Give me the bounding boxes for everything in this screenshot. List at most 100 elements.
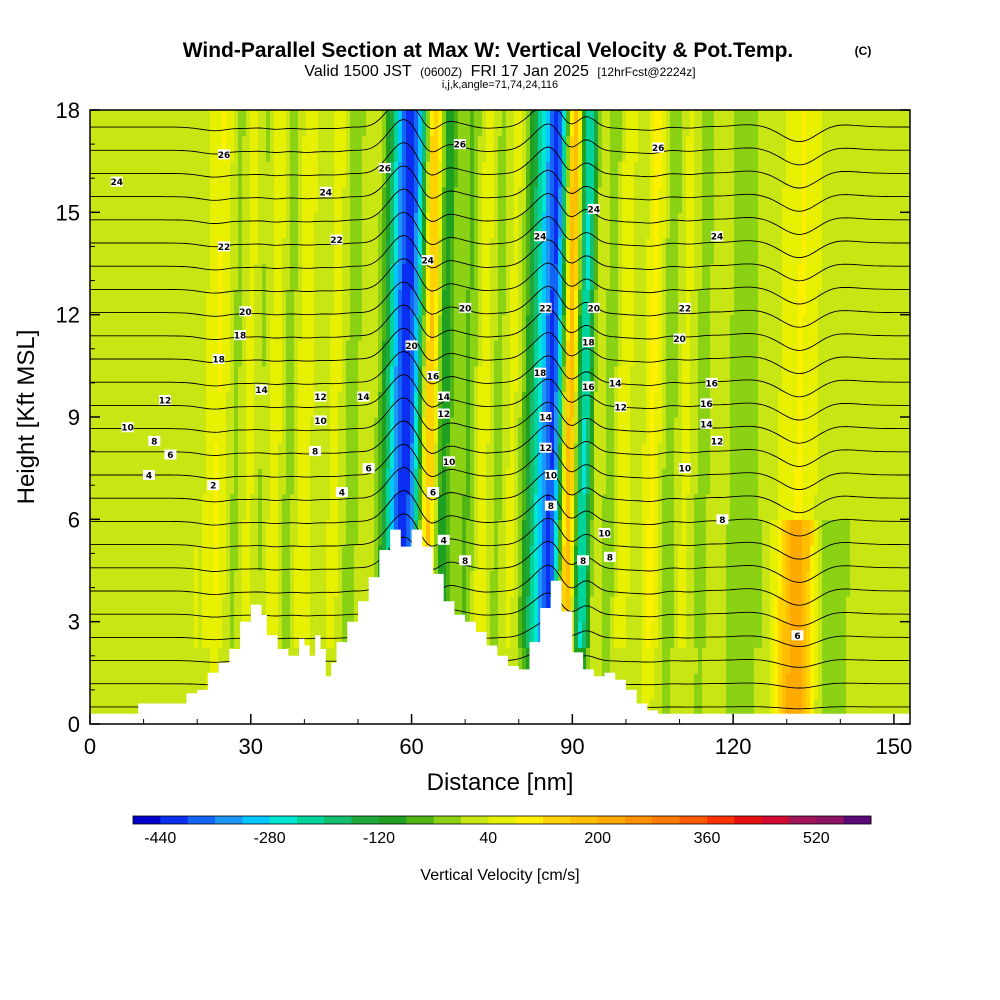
w-cell — [718, 110, 723, 137]
w-cell — [166, 672, 171, 700]
w-cell — [226, 596, 231, 623]
w-cell — [702, 468, 707, 495]
w-cell — [682, 621, 687, 648]
w-cell — [210, 544, 215, 572]
w-cell — [894, 110, 899, 137]
w-cell — [454, 110, 459, 137]
w-cell — [782, 212, 787, 239]
w-cell — [470, 442, 475, 469]
w-cell — [114, 212, 119, 239]
w-cell — [782, 647, 787, 674]
w-cell — [286, 263, 291, 290]
w-cell — [774, 340, 779, 367]
w-cell — [146, 340, 151, 367]
w-cell — [106, 263, 111, 290]
w-cell — [438, 161, 443, 188]
w-cell — [862, 340, 867, 367]
w-cell — [266, 544, 271, 572]
w-cell — [102, 161, 107, 188]
w-cell — [870, 340, 875, 367]
w-cell — [838, 110, 843, 137]
w-cell — [334, 237, 339, 265]
w-cell — [538, 289, 543, 316]
w-cell — [114, 135, 119, 162]
w-cell — [194, 442, 199, 469]
w-cell — [282, 442, 287, 469]
w-cell — [114, 570, 119, 597]
w-cell — [218, 212, 223, 239]
w-cell — [446, 161, 451, 188]
w-cell — [266, 621, 271, 648]
w-cell — [610, 263, 615, 290]
w-cell — [614, 212, 619, 239]
theta-contour — [90, 617, 910, 648]
w-cell — [150, 442, 155, 469]
w-cell — [830, 263, 835, 290]
w-cell — [214, 263, 219, 290]
w-cell — [614, 237, 619, 265]
w-cell — [314, 596, 319, 623]
w-cell — [382, 110, 387, 137]
w-cell — [526, 417, 531, 444]
w-cell — [474, 314, 479, 341]
w-cell — [894, 544, 899, 572]
w-cell — [706, 237, 711, 265]
w-cell — [262, 314, 267, 341]
w-cell — [906, 672, 910, 700]
w-cell — [766, 672, 771, 700]
w-cell — [478, 110, 483, 137]
w-cell — [630, 621, 635, 648]
w-cell — [110, 289, 115, 316]
w-cell — [194, 544, 199, 572]
w-cell — [262, 468, 267, 495]
w-cell — [298, 289, 303, 316]
w-cell — [734, 417, 739, 444]
w-cell — [510, 468, 515, 495]
w-cell — [878, 519, 883, 546]
w-cell — [862, 135, 867, 162]
w-cell — [250, 468, 255, 495]
w-cell — [798, 442, 803, 469]
w-cell — [578, 212, 583, 239]
w-cell — [414, 289, 419, 316]
w-cell — [558, 544, 563, 572]
w-cell — [122, 365, 127, 393]
w-cell — [170, 161, 175, 188]
w-cell — [870, 596, 875, 623]
w-cell — [266, 135, 271, 162]
w-cell — [430, 391, 435, 418]
w-cell — [250, 110, 255, 137]
w-cell — [110, 263, 115, 290]
w-cell — [566, 314, 571, 341]
w-cell — [386, 468, 391, 495]
w-cell — [346, 289, 351, 316]
w-cell — [790, 212, 795, 239]
w-cell — [274, 493, 279, 520]
w-cell — [806, 468, 811, 495]
w-cell — [654, 314, 659, 341]
w-cell — [614, 570, 619, 597]
w-cell — [346, 263, 351, 290]
w-cell — [214, 391, 219, 418]
w-cell — [298, 237, 303, 265]
w-cell — [814, 570, 819, 597]
w-cell — [206, 647, 211, 674]
w-cell — [242, 340, 247, 367]
w-cell — [622, 519, 627, 546]
w-cell — [766, 340, 771, 367]
w-cell — [770, 442, 775, 469]
w-cell — [590, 570, 595, 597]
w-cell — [846, 672, 851, 700]
w-cell — [210, 570, 215, 597]
w-cell — [118, 212, 123, 239]
w-cell — [162, 212, 167, 239]
w-cell — [370, 237, 375, 265]
w-cell — [150, 417, 155, 444]
w-cell — [222, 110, 227, 137]
w-cell — [678, 596, 683, 623]
w-cell — [882, 340, 887, 367]
w-cell — [874, 161, 879, 188]
w-cell — [530, 161, 535, 188]
w-cell — [658, 442, 663, 469]
w-cell — [254, 365, 259, 393]
